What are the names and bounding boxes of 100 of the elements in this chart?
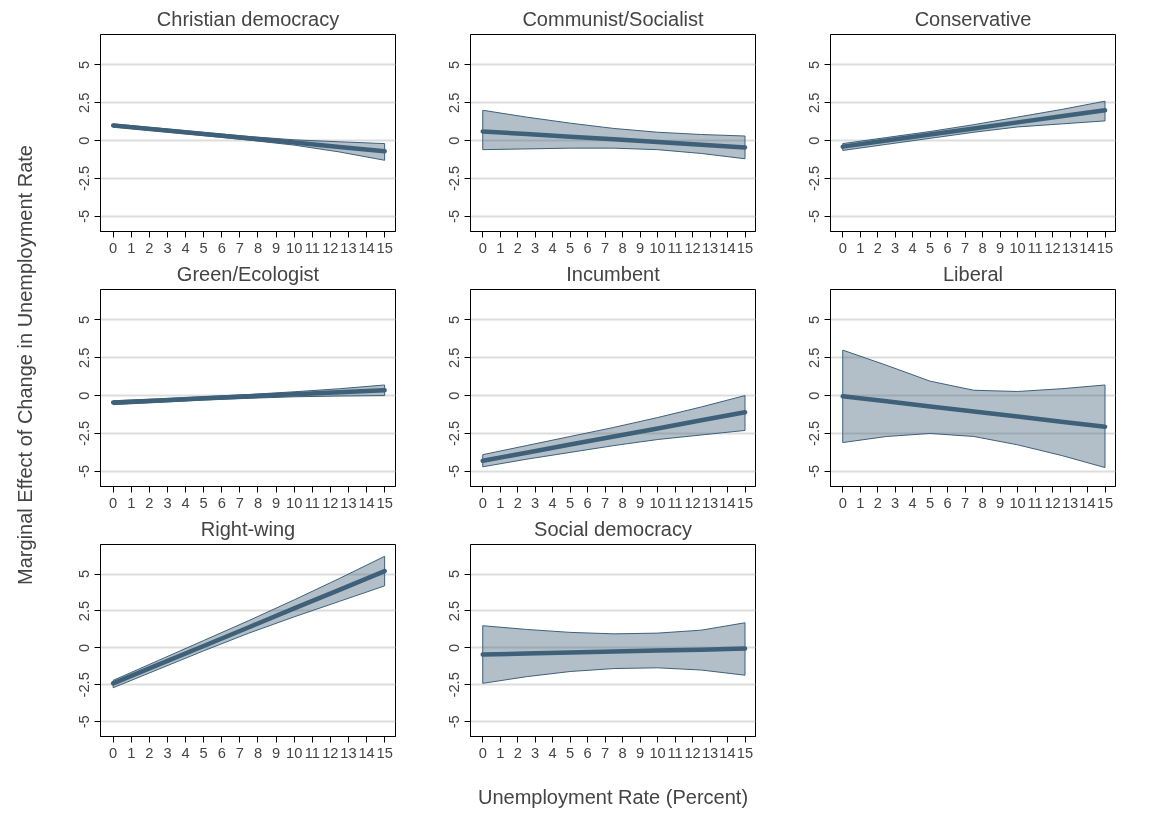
x-tick-label: 8 xyxy=(253,494,263,511)
y-tick-label: 0 xyxy=(446,391,463,400)
x-tick-label: 11 xyxy=(667,744,683,761)
x-tick-label: 6 xyxy=(583,494,592,511)
y-tick-label: 0 xyxy=(806,136,823,145)
x-axis-title: Unemployment Rate (Percent) xyxy=(477,785,749,808)
x-tick-label: 0 xyxy=(478,744,487,761)
x-tick-label: 1 xyxy=(856,239,865,256)
y-tick-label: 5 xyxy=(446,569,463,579)
y-tick-label: 0 xyxy=(76,643,93,652)
y-tick-label: 0 xyxy=(76,136,93,145)
x-tick-label: 5 xyxy=(566,744,575,761)
x-tick-label: 7 xyxy=(601,239,610,256)
x-tick-label: 7 xyxy=(601,744,610,761)
x-tick-label: 6 xyxy=(943,494,952,511)
x-tick-label: 1 xyxy=(856,494,865,511)
x-tick-label: 7 xyxy=(961,494,970,511)
x-tick-label: 8 xyxy=(253,744,263,761)
x-tick-label: 2 xyxy=(145,494,154,511)
x-tick-label: 8 xyxy=(618,494,627,511)
x-tick-label: 5 xyxy=(566,239,575,256)
x-tick-label: 0 xyxy=(109,239,118,256)
x-tick-label: 0 xyxy=(838,239,847,256)
y-tick-label: -5 xyxy=(446,464,463,478)
x-tick-label: 3 xyxy=(531,494,540,511)
x-tick-label: 14 xyxy=(719,494,736,511)
y-tick-label: -5 xyxy=(76,464,93,478)
x-tick-label: 4 xyxy=(181,744,190,761)
x-tick-label: 4 xyxy=(908,239,917,256)
y-tick-label: 2.5 xyxy=(446,92,463,113)
x-tick-label: 14 xyxy=(719,239,736,256)
x-tick-label: 7 xyxy=(601,494,610,511)
x-tick-label: 0 xyxy=(838,494,847,511)
x-tick-label: 10 xyxy=(286,744,303,761)
x-tick-label: 12 xyxy=(684,239,701,256)
x-tick-label: 0 xyxy=(478,494,487,511)
x-tick-label: 9 xyxy=(636,239,645,256)
x-tick-label: 9 xyxy=(271,744,281,761)
x-tick-label: 8 xyxy=(253,239,263,256)
x-tick-label: 15 xyxy=(736,239,754,256)
x-tick-label: 12 xyxy=(322,239,339,256)
x-tick-label: 11 xyxy=(667,494,683,511)
x-tick-label: 3 xyxy=(163,494,172,511)
y-tick-label: 2.5 xyxy=(446,600,463,622)
x-tick-label: 3 xyxy=(163,239,172,256)
x-tick-label: 14 xyxy=(1079,494,1096,511)
y-tick-label: -2.5 xyxy=(446,165,463,192)
y-tick-label: 2.5 xyxy=(76,600,93,622)
x-tick-label: 10 xyxy=(649,494,666,511)
x-tick-label: 13 xyxy=(1061,239,1079,256)
x-tick-label: 3 xyxy=(891,239,900,256)
x-tick-label: 5 xyxy=(926,494,935,511)
x-tick-label: 6 xyxy=(217,239,226,256)
chart-title: Green/Ecologist xyxy=(176,262,320,285)
y-tick-label: 5 xyxy=(806,60,823,69)
x-tick-label: 15 xyxy=(1096,494,1114,511)
x-tick-label: 2 xyxy=(513,494,522,511)
x-tick-label: 10 xyxy=(649,239,666,256)
x-tick-label: 8 xyxy=(978,494,987,511)
x-tick-label: 10 xyxy=(286,494,303,511)
x-tick-label: 11 xyxy=(1027,494,1043,511)
x-tick-label: 6 xyxy=(217,494,226,511)
y-tick-label: -5 xyxy=(446,715,463,729)
chart-title: Christian democracy xyxy=(156,7,340,30)
x-tick-label: 0 xyxy=(109,494,118,511)
x-tick-label: 15 xyxy=(376,494,393,511)
x-tick-label: 10 xyxy=(1009,239,1026,256)
y-tick-label: 5 xyxy=(446,60,463,69)
x-tick-label: 1 xyxy=(496,744,505,761)
x-tick-label: 9 xyxy=(636,494,645,511)
y-tick-label: 0 xyxy=(76,391,93,400)
x-tick-label: 5 xyxy=(199,239,208,256)
x-tick-label: 13 xyxy=(1061,494,1079,511)
chart-title: Communist/Socialist xyxy=(522,7,705,30)
y-tick-label: -2.5 xyxy=(446,672,463,698)
x-tick-label: 2 xyxy=(873,494,882,511)
x-tick-label: 4 xyxy=(181,494,190,511)
y-axis-title: Marginal Effect of Change in Unemployment Rate xyxy=(13,145,36,585)
x-tick-label: 7 xyxy=(961,239,970,256)
x-tick-label: 10 xyxy=(1009,494,1026,511)
y-tick-label: -2.5 xyxy=(76,165,93,192)
x-tick-label: 10 xyxy=(649,744,666,761)
y-tick-label: -5 xyxy=(806,464,823,478)
x-tick-label: 15 xyxy=(376,744,393,761)
x-tick-label: 8 xyxy=(618,744,627,761)
x-tick-label: 11 xyxy=(304,239,320,256)
x-tick-label: 13 xyxy=(340,744,357,761)
x-tick-label: 15 xyxy=(1096,239,1114,256)
x-tick-label: 1 xyxy=(496,239,505,256)
y-tick-label: 2.5 xyxy=(76,347,93,368)
x-tick-label: 3 xyxy=(891,494,900,511)
x-tick-label: 4 xyxy=(548,744,557,761)
x-tick-label: 9 xyxy=(996,494,1005,511)
y-tick-label: 0 xyxy=(806,391,823,400)
x-tick-label: 4 xyxy=(908,494,917,511)
x-tick-label: 14 xyxy=(358,494,375,511)
x-tick-label: 13 xyxy=(701,239,719,256)
y-tick-label: 5 xyxy=(446,315,463,324)
y-tick-label: -2.5 xyxy=(806,420,823,447)
x-tick-label: 9 xyxy=(271,239,281,256)
